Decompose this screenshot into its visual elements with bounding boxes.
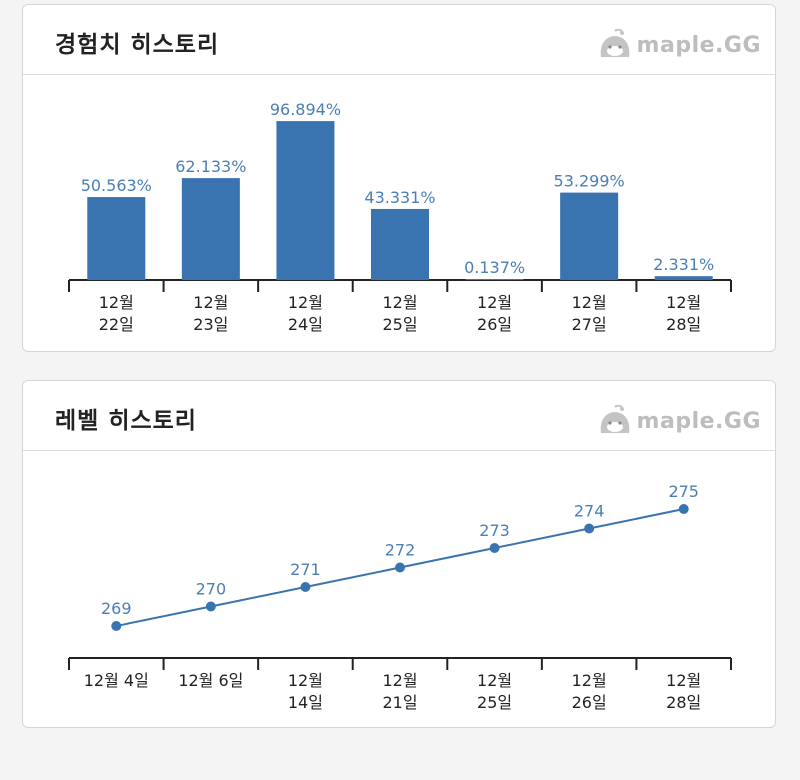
exp-bar-value-label: 2.331% [653,255,714,274]
x-tick-label: 26일 [477,315,512,334]
maple-gg-mascot-icon [600,405,629,433]
exp-bar-value-label: 53.299% [554,172,625,191]
exp-bar [465,279,524,280]
exp-bar [371,208,429,280]
x-tick-label: 12월 [477,671,512,690]
exp-bar-value-label: 50.563% [81,176,152,195]
exp-history-header: 경험치 히스토리 maple.GG [23,5,775,75]
x-tick-label: 25일 [382,315,417,334]
x-tick-label: 22일 [99,315,134,334]
x-tick-label: 12월 [666,671,701,690]
level-point [205,601,216,612]
level-point-value-label: 269 [101,599,132,618]
level-point [300,582,311,592]
exp-bar [560,192,619,280]
exp-bar-value-label: 62.133% [175,157,246,176]
level-point-value-label: 274 [574,502,605,521]
exp-bar-value-label: 0.137% [464,258,525,277]
x-tick-label: 21일 [382,693,417,712]
level-point [395,562,405,573]
x-tick-label: 12월 [477,293,512,312]
exp-bar [181,178,240,280]
x-tick-label: 12월 4일 [84,671,149,690]
maple-gg-logo-text: maple.GG [636,32,761,58]
x-tick-label: 23일 [193,315,228,334]
x-tick-label: 12월 [99,293,134,312]
maple-gg-logo[interactable]: maple.GG [597,405,761,437]
x-tick-label: 12월 [382,671,417,690]
x-tick-label: 12월 [288,293,323,312]
level-point-value-label: 272 [385,541,416,560]
x-tick-label: 25일 [477,693,512,712]
maple-gg-logo-text: maple.GG [636,408,761,434]
level-point [584,523,595,534]
level-point-value-label: 275 [668,482,699,501]
x-tick-label: 24일 [288,315,323,334]
exp-history-bar-chart: 12월 22일 12월 23일 12월 24일 12월 25일 12월 26일 12월 27일 12월 2… [68,100,732,334]
level-history-line-chart: 12월 4일 12월 6일 12월 14일 12월 21일 12월 25일 12월 26일 12월 2… [68,482,732,712]
x-tick-label: 14일 [288,693,323,712]
x-tick-label: 28일 [666,315,701,334]
x-tick-label: 12월 [193,293,228,312]
level-history-title: 레벨 히스토리 [55,408,197,434]
level-point [111,621,122,631]
maple-gg-mascot-icon [600,29,629,57]
level-point-value-label: 273 [479,521,510,540]
x-tick-label: 12월 [288,671,323,690]
exp-bar [276,121,335,280]
level-history-header: 레벨 히스토리 maple.GG [23,381,775,451]
level-point-value-label: 270 [196,580,227,599]
exp-bar-value-label: 43.331% [364,188,435,207]
exp-bar-value-label: 96.894% [270,100,341,119]
x-tick-label: 28일 [666,693,701,712]
x-tick-label: 26일 [572,693,607,712]
x-tick-label: 27일 [572,315,607,334]
x-tick-label: 12월 6일 [178,671,243,690]
exp-bar [87,197,146,280]
level-point [489,543,500,553]
level-point-value-label: 271 [290,560,321,579]
level-point [678,504,689,514]
maple-gg-logo[interactable]: maple.GG [597,29,761,61]
x-tick-label: 12월 [572,671,607,690]
exp-bar [654,276,713,280]
x-tick-label: 12월 [572,293,607,312]
x-tick-label: 12월 [382,293,417,312]
level-history-card: 레벨 히스토리 maple.GG 12월 4일 12월 6일 12월 14일 12월 21… [22,380,776,728]
exp-history-card: 경험치 히스토리 maple.GG 12월 22일 12월 23일 12월 24일 12월 2… [22,4,776,352]
x-tick-label: 12월 [666,293,701,312]
exp-history-title: 경험치 히스토리 [55,32,220,58]
